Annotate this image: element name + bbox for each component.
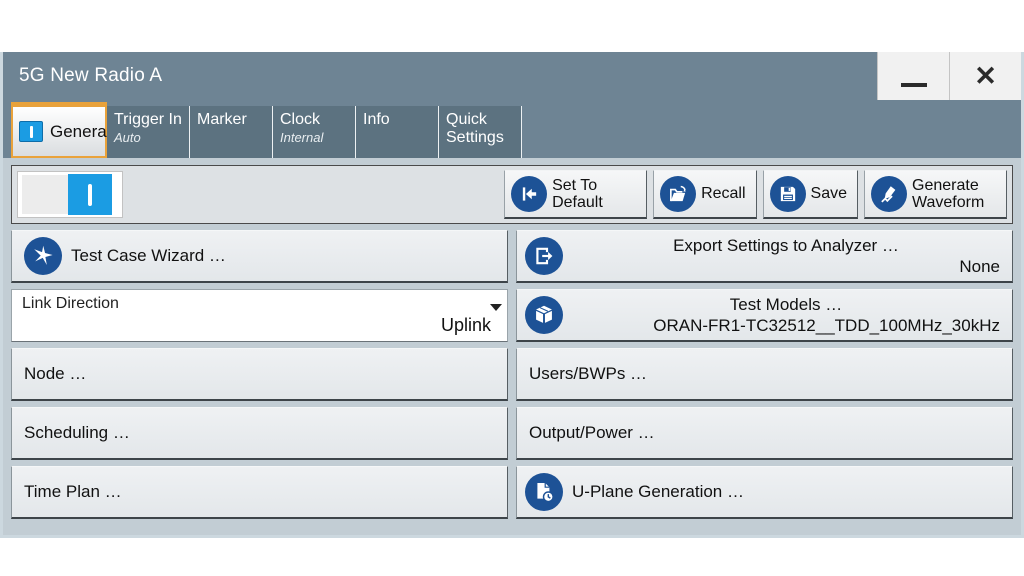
generate-waveform-button[interactable]: Generate Waveform (864, 170, 1007, 219)
package-icon (525, 296, 563, 334)
tab-label: Info (363, 111, 390, 128)
chevron-down-icon (490, 304, 502, 311)
tab-label: Marker (197, 111, 247, 128)
button-label: Recall (701, 185, 746, 203)
output-power-button[interactable]: Output/Power … (516, 407, 1013, 460)
recall-button[interactable]: Recall (653, 170, 757, 219)
panel-label: U-Plane Generation … (572, 482, 744, 501)
node-button[interactable]: Node … (11, 348, 508, 401)
panel-label: Node … (24, 364, 87, 383)
panel-grid: Test Case Wizard … Export Settings to An… (11, 230, 1013, 519)
tab-label: Trigger In (114, 111, 182, 128)
window-controls: ✕ (877, 52, 1021, 100)
tab-quick-settings[interactable]: Quick Settings (439, 106, 522, 158)
minimize-icon (900, 83, 927, 87)
toolbar-buttons: Set To Default Recall Save (504, 170, 1007, 219)
general-tab-content: Set To Default Recall Save (3, 158, 1021, 535)
recall-folder-icon (660, 176, 697, 212)
time-plan-button[interactable]: Time Plan … (11, 466, 508, 519)
link-direction-field[interactable]: Link Direction Uplink (11, 289, 508, 342)
window-title: 5G New Radio A (19, 65, 163, 86)
test-case-wizard-button[interactable]: Test Case Wizard … (11, 230, 508, 283)
panel-label: Scheduling … (24, 423, 130, 442)
panel-value: None (959, 257, 1000, 276)
title-bar: 5G New Radio A ✕ (3, 52, 1021, 100)
tab-trigger-in[interactable]: Trigger In Auto (107, 106, 190, 158)
test-models-button[interactable]: Test Models … ORAN-FR1-TC32512__TDD_100M… (516, 289, 1013, 342)
field-label: Link Direction (22, 295, 119, 312)
tab-info[interactable]: Info (356, 106, 439, 158)
toggle-on-icon (68, 174, 112, 215)
tab-clock[interactable]: Clock Internal (273, 106, 356, 158)
tab-label: General (50, 121, 111, 141)
5g-new-radio-dialog: 5G New Radio A ✕ General Trigger In Auto… (0, 52, 1024, 538)
tab-sublabel: Auto (114, 130, 141, 145)
state-toggle[interactable] (17, 171, 123, 218)
set-to-default-icon (511, 176, 548, 212)
u-plane-generation-button[interactable]: U-Plane Generation … (516, 466, 1013, 519)
panel-label: Time Plan … (24, 482, 122, 501)
generate-waveform-icon (871, 176, 907, 212)
save-button[interactable]: Save (762, 170, 858, 219)
state-on-icon (19, 121, 43, 142)
panel-value: ORAN-FR1-TC32512__TDD_100MHz_30kHz (653, 316, 1000, 335)
tab-general[interactable]: General (11, 102, 111, 158)
field-value: Uplink (440, 315, 491, 335)
tab-label: Quick Settings (446, 111, 504, 146)
minimize-button[interactable] (877, 52, 949, 100)
button-label: Save (810, 185, 847, 203)
button-label: Generate Waveform (912, 176, 985, 211)
wizard-star-icon (24, 237, 62, 275)
document-clock-icon (525, 473, 563, 511)
tab-marker[interactable]: Marker (190, 106, 273, 158)
tab-label: Clock (280, 111, 321, 128)
panel-label: Output/Power … (529, 423, 655, 442)
close-button[interactable]: ✕ (949, 52, 1021, 100)
export-settings-button[interactable]: Export Settings to Analyzer … None (516, 230, 1013, 283)
panel-label: Test Models … (729, 295, 843, 314)
panel-label: Export Settings to Analyzer … (673, 236, 899, 255)
panel-label: Test Case Wizard … (71, 246, 226, 265)
tab-sublabel: Internal (280, 130, 324, 145)
toggle-off-half (22, 175, 68, 214)
close-icon: ✕ (974, 60, 997, 91)
button-label: Set To Default (552, 176, 603, 211)
export-icon (525, 237, 563, 275)
panel-label: Users/BWPs … (529, 364, 648, 383)
users-bwps-button[interactable]: Users/BWPs … (516, 348, 1013, 401)
state-toolbar: Set To Default Recall Save (11, 165, 1013, 224)
tab-bar: General Trigger In Auto Marker Clock Int… (3, 100, 1021, 158)
save-disk-icon (769, 176, 806, 212)
scheduling-button[interactable]: Scheduling … (11, 407, 508, 460)
set-to-default-button[interactable]: Set To Default (504, 170, 648, 219)
